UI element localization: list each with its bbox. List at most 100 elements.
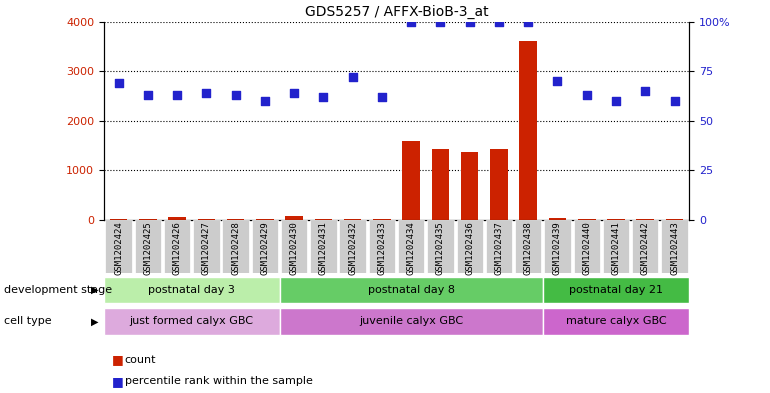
FancyBboxPatch shape [252,220,278,273]
Text: GSM1202442: GSM1202442 [641,222,650,275]
Text: GSM1202437: GSM1202437 [494,222,504,275]
Text: GSM1202426: GSM1202426 [172,222,182,275]
Text: GSM1202438: GSM1202438 [524,222,533,275]
Bar [169,217,186,220]
Point [171,92,183,98]
Bar [666,219,683,220]
Text: GSM1202443: GSM1202443 [670,222,679,275]
Text: GSM1202441: GSM1202441 [611,222,621,275]
FancyBboxPatch shape [543,277,689,303]
Point [610,98,622,104]
FancyBboxPatch shape [574,220,600,273]
FancyBboxPatch shape [164,220,190,273]
Bar [139,219,156,220]
Text: ▶: ▶ [91,285,99,295]
Text: just formed calyx GBC: just formed calyx GBC [129,316,254,326]
Bar [461,152,478,220]
Text: postnatal day 3: postnatal day 3 [149,285,235,295]
Text: GSM1202430: GSM1202430 [290,222,299,275]
Bar [432,149,449,220]
Text: cell type: cell type [4,316,52,326]
Text: ■: ■ [112,353,123,366]
Point [229,92,242,98]
Text: mature calyx GBC: mature calyx GBC [566,316,666,326]
Point [493,18,505,25]
Text: juvenile calyx GBC: juvenile calyx GBC [359,316,464,326]
Point [551,78,564,84]
FancyBboxPatch shape [661,220,688,273]
Bar [403,141,420,220]
Text: GSM1202425: GSM1202425 [143,222,152,275]
Text: GSM1202434: GSM1202434 [407,222,416,275]
Bar [198,219,215,220]
FancyBboxPatch shape [427,220,454,273]
Bar [608,219,624,220]
Text: GSM1202427: GSM1202427 [202,222,211,275]
Text: GSM1202432: GSM1202432 [348,222,357,275]
FancyBboxPatch shape [543,308,689,334]
Text: GSM1202429: GSM1202429 [260,222,269,275]
Text: GSM1202431: GSM1202431 [319,222,328,275]
FancyBboxPatch shape [310,220,336,273]
Bar [286,216,303,220]
Title: GDS5257 / AFFX-BioB-3_at: GDS5257 / AFFX-BioB-3_at [305,5,488,19]
Text: ▶: ▶ [91,316,99,326]
Bar [637,219,654,220]
Bar [227,219,244,220]
Text: GSM1202433: GSM1202433 [377,222,387,275]
Point [434,18,447,25]
Point [464,18,476,25]
Bar [315,219,332,220]
Bar [520,41,537,220]
Text: percentile rank within the sample: percentile rank within the sample [125,376,313,386]
Point [376,94,388,100]
FancyBboxPatch shape [457,220,483,273]
FancyBboxPatch shape [193,220,219,273]
FancyBboxPatch shape [280,277,543,303]
Text: GSM1202436: GSM1202436 [465,222,474,275]
FancyBboxPatch shape [280,308,543,334]
Text: GSM1202435: GSM1202435 [436,222,445,275]
FancyBboxPatch shape [340,220,366,273]
Text: GSM1202428: GSM1202428 [231,222,240,275]
Point [581,92,593,98]
Point [346,74,359,80]
FancyBboxPatch shape [515,220,541,273]
FancyBboxPatch shape [398,220,424,273]
Point [405,18,417,25]
Point [639,88,651,94]
Point [259,98,271,104]
FancyBboxPatch shape [223,220,249,273]
Text: development stage: development stage [4,285,112,295]
Text: ■: ■ [112,375,123,388]
Text: GSM1202440: GSM1202440 [582,222,591,275]
Bar [344,219,361,220]
FancyBboxPatch shape [104,277,280,303]
Bar [110,219,127,220]
Point [200,90,213,96]
FancyBboxPatch shape [486,220,512,273]
Bar [578,219,595,220]
Bar [373,219,390,220]
FancyBboxPatch shape [135,220,161,273]
FancyBboxPatch shape [281,220,307,273]
Text: GSM1202424: GSM1202424 [114,222,123,275]
Point [112,80,125,86]
Bar [256,219,273,220]
FancyBboxPatch shape [603,220,629,273]
Bar [549,218,566,220]
Text: count: count [125,354,156,365]
Point [142,92,154,98]
Point [668,98,681,104]
Text: postnatal day 21: postnatal day 21 [569,285,663,295]
Point [522,18,534,25]
Point [288,90,300,96]
Text: GSM1202439: GSM1202439 [553,222,562,275]
FancyBboxPatch shape [104,308,280,334]
FancyBboxPatch shape [544,220,571,273]
FancyBboxPatch shape [632,220,658,273]
FancyBboxPatch shape [369,220,395,273]
Text: postnatal day 8: postnatal day 8 [368,285,454,295]
FancyBboxPatch shape [105,220,132,273]
Point [317,94,330,100]
